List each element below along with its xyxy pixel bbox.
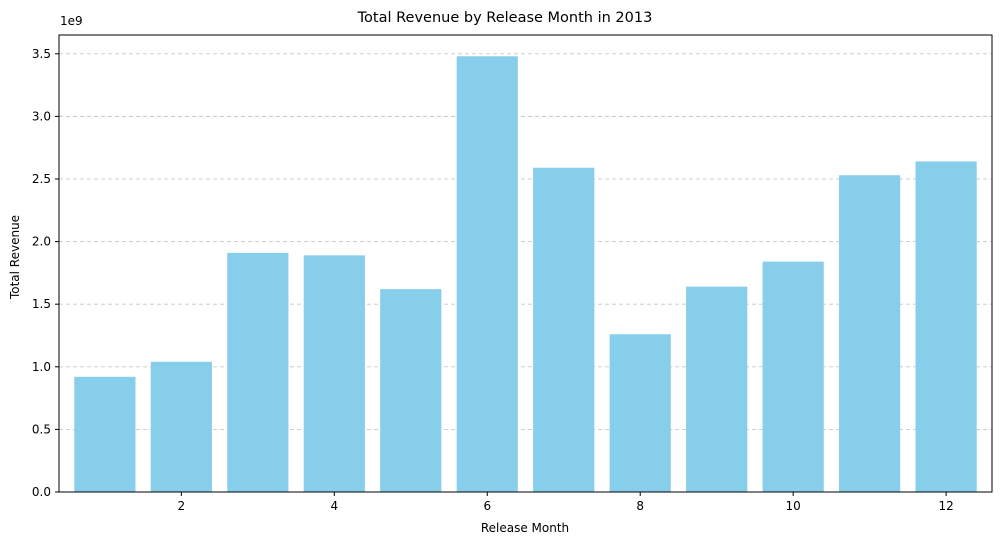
grid-layer	[59, 53, 992, 430]
bar-month-11	[839, 175, 901, 492]
bar-month-5	[380, 289, 442, 492]
y-tick-label-0.5: 0.5	[32, 422, 51, 436]
axes-spines	[58, 34, 993, 493]
y-tick-label-3.0: 3.0	[32, 109, 51, 123]
y-tick-label-1.5: 1.5	[32, 297, 51, 311]
chart-title: Total Revenue by Release Month in 2013	[357, 10, 653, 26]
x-tick-label-6: 6	[483, 499, 491, 513]
bar-month-4	[303, 255, 365, 492]
axes-frame	[58, 34, 993, 493]
bar-month-3	[227, 252, 289, 492]
bar-month-12	[915, 161, 977, 493]
bar-month-2	[150, 361, 212, 492]
x-axis-label: Release Month	[481, 521, 569, 535]
x-tick-label-8: 8	[636, 499, 644, 513]
y-axis-offset-label: 1e9	[60, 14, 83, 28]
y-tick-label-1.0: 1.0	[32, 360, 51, 374]
bar-month-9	[686, 286, 748, 492]
y-tick-label-3.5: 3.5	[32, 47, 51, 61]
bar-month-6	[456, 56, 518, 492]
tick-layer: 2 4 6 8 10 12 0.0 0.5 1.0 1.5 2.0 2.5 3.0 3.5	[32, 47, 954, 513]
y-tick-label-2.5: 2.5	[32, 172, 51, 186]
y-tick-label-0.0: 0.0	[32, 485, 51, 499]
bar-month-10	[762, 261, 824, 492]
bar-layer	[74, 56, 977, 493]
x-tick-label-4: 4	[330, 499, 338, 513]
bar-month-7	[533, 167, 595, 492]
y-axis-label: Total Revenue	[8, 215, 22, 300]
bar-month-1	[74, 376, 136, 492]
y-tick-label-2.0: 2.0	[32, 235, 51, 249]
bar-month-8	[609, 334, 671, 492]
x-tick-label-10: 10	[786, 499, 801, 513]
x-tick-label-12: 12	[938, 499, 953, 513]
x-tick-label-2: 2	[178, 499, 186, 513]
